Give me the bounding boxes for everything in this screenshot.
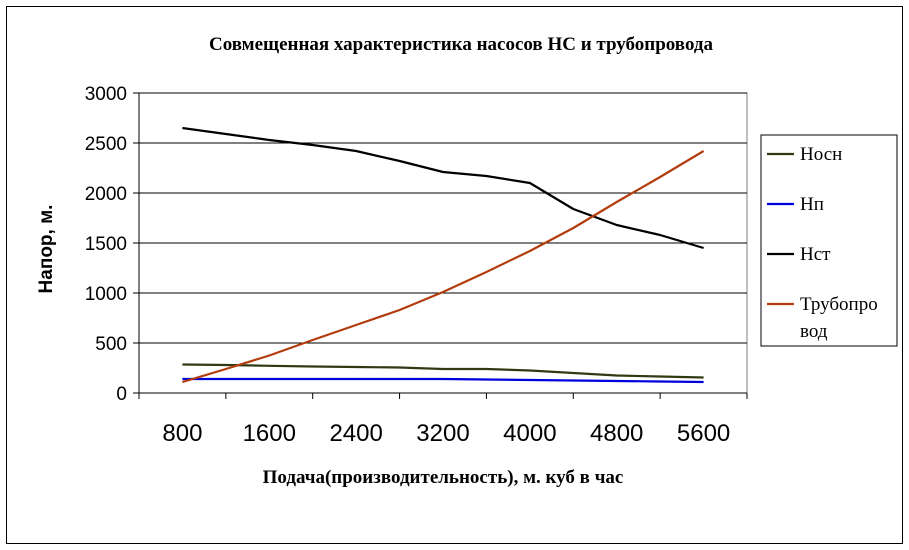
series-line [182, 377, 704, 384]
x-tick-label: 800 [162, 420, 202, 447]
x-tick-label: 2400 [329, 420, 382, 447]
series-line [182, 126, 704, 250]
legend-label: Нст [800, 244, 831, 265]
x-tick-label: 4800 [590, 420, 643, 447]
x-tick-label: 5600 [677, 420, 730, 447]
x-tick-label: 3200 [416, 420, 469, 447]
chart-title: Совмещенная характеристика насосов НС и … [209, 34, 714, 55]
y-tick-label: 500 [95, 334, 127, 355]
legend-label: Нп [800, 194, 824, 215]
plot-area: 0 500 1000 1500 2000 2500 3000 800 1600 2400 3200 4… [85, 84, 748, 447]
y-tick-label: 1500 [85, 234, 127, 255]
x-axis-label: Подача(производительность), м. куб в час [263, 467, 624, 488]
chart-frame: Совмещенная характеристика насосов НС и … [6, 6, 903, 544]
y-tick-label: 1000 [85, 284, 127, 305]
y-tick-label: 0 [116, 384, 127, 405]
y-tick-label: 2000 [85, 184, 127, 205]
legend-box [760, 134, 898, 347]
legend-label: Носн [800, 144, 842, 165]
series-line [182, 363, 704, 379]
legend: Носн Нп Нст Трубопро вод [760, 134, 898, 347]
y-tick-label: 2500 [85, 134, 127, 155]
chart-svg: Совмещенная характеристика насосов НС и … [36, 34, 898, 488]
x-tick-label: 1600 [243, 420, 296, 447]
series-line [182, 150, 705, 384]
legend-label: Трубопро вод [800, 294, 878, 342]
y-tick-label: 3000 [85, 84, 127, 105]
y-axis-label: Напор, м. [36, 205, 57, 294]
x-tick-label: 4000 [503, 420, 556, 447]
